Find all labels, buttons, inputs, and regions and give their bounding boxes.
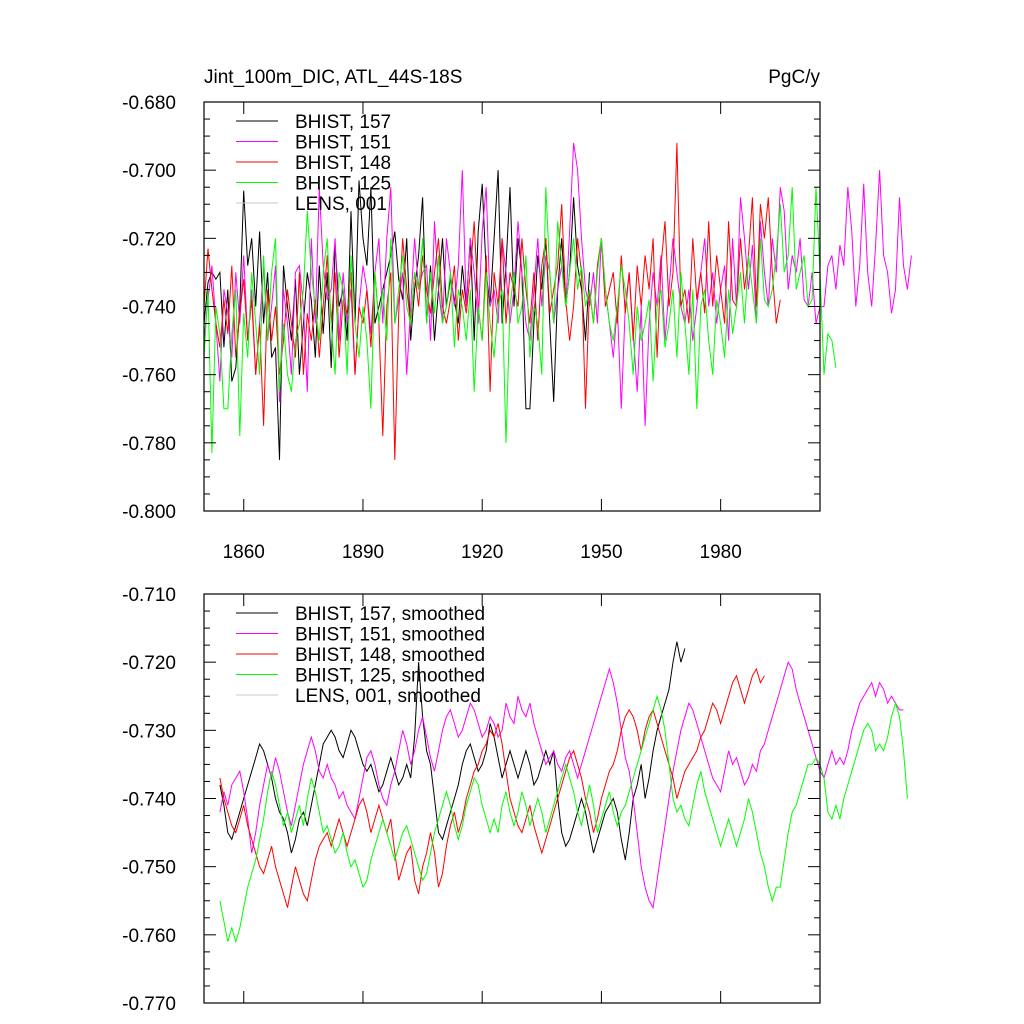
bottom-panel-series (219, 641, 908, 944)
bottom-series-line-2 (219, 667, 765, 908)
top-series-line-3 (203, 187, 837, 454)
bottom-legend-label-3: BHIST, 125, smoothed (295, 666, 485, 687)
top-panel-units: PgC/y (768, 67, 820, 88)
bottom-series-line-1 (219, 660, 904, 910)
bottom-legend-label-4: LENS, 001, smoothed (295, 686, 481, 707)
bottom-series-line-0 (219, 641, 686, 860)
top-y-tick-label: -0.780 (122, 434, 176, 455)
top-y-tick-label: -0.700 (122, 161, 176, 182)
top-x-tick-label: 1890 (342, 542, 384, 563)
top-legend-label-2: BHIST, 148 (295, 153, 391, 174)
top-series-line-0 (203, 170, 590, 460)
top-x-tick-label: 1980 (700, 542, 742, 563)
top-y-tick-label: -0.800 (122, 502, 176, 523)
top-legend-label-3: BHIST, 125 (295, 174, 391, 195)
top-legend-label-0: BHIST, 157 (295, 112, 391, 133)
bottom-legend-label-1: BHIST, 151, smoothed (295, 625, 485, 646)
top-series-line-2 (203, 142, 781, 460)
top-x-tick-label: 1860 (223, 542, 265, 563)
bottom-y-tick-label: -0.750 (122, 858, 176, 879)
top-x-tick-label: 1950 (580, 542, 622, 563)
bottom-panel-tick-labels: -0.770 -0.760 -0.750 -0.740 -0.730 -0.720 -0.7… (122, 585, 176, 1015)
bottom-legend-label-0: BHIST, 157, smoothed (295, 604, 485, 625)
top-y-tick-label: -0.680 (122, 93, 176, 114)
top-y-tick-label: -0.740 (122, 298, 176, 319)
top-panel-tick-labels: -0.800 -0.780 -0.760 -0.740 -0.720 -0.700 -0.6… (122, 93, 742, 563)
top-panel-title: Jint_100m_DIC, ATL_44S-18S (204, 67, 462, 88)
top-legend-label-4: LENS, 001 (295, 194, 387, 215)
bottom-y-tick-label: -0.720 (122, 653, 176, 674)
bottom-y-tick-label: -0.710 (122, 585, 176, 606)
bottom-panel: -0.770 -0.760 -0.750 -0.740 -0.730 -0.720 -0.7… (122, 585, 908, 1015)
top-panel-series (203, 142, 912, 460)
bottom-y-tick-label: -0.740 (122, 790, 176, 811)
top-x-tick-label: 1920 (461, 542, 503, 563)
top-y-tick-label: -0.720 (122, 229, 176, 250)
bottom-y-tick-label: -0.730 (122, 721, 176, 742)
bottom-y-tick-label: -0.770 (122, 994, 176, 1015)
top-series-line-1 (203, 142, 912, 426)
top-panel-ticks (204, 101, 820, 512)
bottom-panel-ticks (204, 593, 820, 1004)
bottom-legend-label-2: BHIST, 148, smoothed (295, 645, 485, 666)
top-panel: Jint_100m_DIC, ATL_44S-18S PgC/y -0.800-… (122, 67, 912, 563)
bottom-series-line-3 (219, 694, 908, 944)
bottom-y-tick-label: -0.760 (122, 926, 176, 947)
top-y-tick-label: -0.760 (122, 366, 176, 387)
top-legend-label-1: BHIST, 151 (295, 133, 391, 154)
